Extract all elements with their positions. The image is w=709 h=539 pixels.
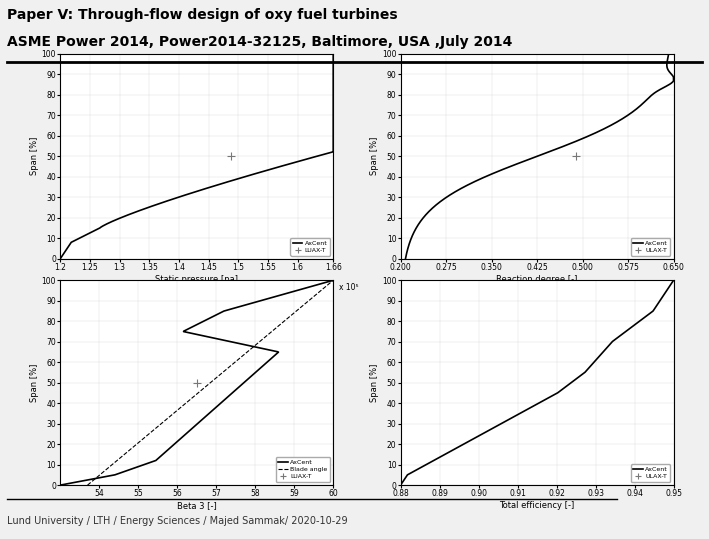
Legend: AxCent, Blade angle, LUAX-T: AxCent, Blade angle, LUAX-T [276,457,330,482]
X-axis label: Static pressure [pa]: Static pressure [pa] [155,275,238,284]
Y-axis label: Span [%]: Span [%] [30,363,39,402]
X-axis label: Beta 3 [-]: Beta 3 [-] [177,501,217,510]
Text: x 10⁵: x 10⁵ [339,284,358,292]
Legend: AxCent, LUAX-T: AxCent, LUAX-T [291,238,330,255]
Y-axis label: Span [%]: Span [%] [370,363,379,402]
X-axis label: Total efficiency [-]: Total efficiency [-] [499,501,575,510]
Y-axis label: Span [%]: Span [%] [30,137,39,176]
X-axis label: Reaction degree [-]: Reaction degree [-] [496,275,578,284]
Legend: AxCent, ULAX-T: AxCent, ULAX-T [631,465,671,482]
Y-axis label: Span [%]: Span [%] [370,137,379,176]
Text: Paper V: Through-flow design of oxy fuel turbines: Paper V: Through-flow design of oxy fuel… [7,8,398,22]
Text: ASME Power 2014, Power2014-32125, Baltimore, USA ,July 2014: ASME Power 2014, Power2014-32125, Baltim… [7,35,513,49]
Text: Lund University / LTH / Energy Sciences / Majed Sammak/ 2020-10-29: Lund University / LTH / Energy Sciences … [7,515,347,526]
Legend: AxCent, ULAX-T: AxCent, ULAX-T [631,238,671,255]
